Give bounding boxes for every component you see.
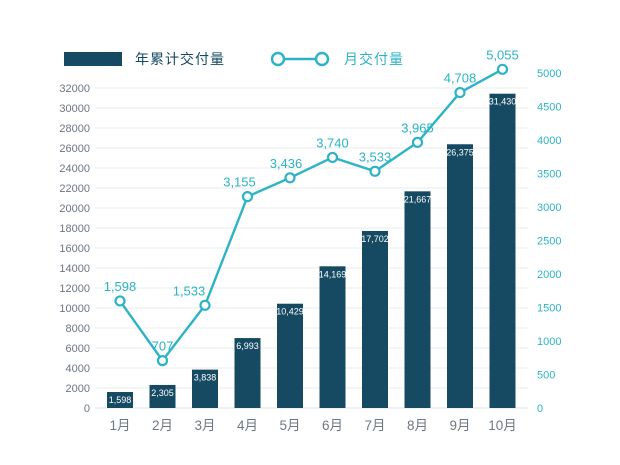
bar-value-label: 2,305: [151, 388, 174, 398]
x-axis-label-8月: 8月: [407, 418, 428, 433]
line-value-label: 3,965: [401, 120, 434, 135]
bar-8月: [404, 191, 431, 408]
line-value-label: 3,533: [359, 149, 392, 164]
line-value-label: 4,708: [444, 71, 477, 86]
x-axis-label-10月: 10月: [488, 418, 517, 433]
y-axis-right-label: 0: [537, 403, 543, 415]
y-axis-left-label: 4000: [66, 363, 90, 375]
bar-7月: [362, 230, 388, 408]
x-axis-label-2月: 2月: [152, 418, 173, 433]
y-axis-left-label: 32000: [59, 83, 90, 95]
y-axis-left-label: 26000: [59, 143, 90, 155]
bar-value-label: 26,375: [446, 147, 474, 157]
y-axis-right-label: 3000: [537, 202, 561, 214]
y-axis-right-label: 1000: [537, 336, 561, 348]
bar-value-label: 21,667: [404, 194, 432, 204]
line-point-marker: [114, 295, 126, 307]
bar-value-label: 14,169: [319, 269, 347, 279]
y-axis-left-label: 24000: [59, 163, 90, 175]
line-point-marker: [496, 63, 509, 75]
line-value-label: 3,155: [223, 175, 256, 190]
y-axis-right-label: 5000: [537, 68, 561, 80]
line-point-marker: [241, 191, 254, 203]
x-axis-label-7月: 7月: [364, 418, 385, 433]
line-point-marker: [454, 86, 466, 99]
y-axis-left-label: 0: [84, 403, 90, 415]
y-axis-left-label: 18000: [59, 223, 90, 235]
x-axis-label-9月: 9月: [449, 418, 470, 433]
line-point-marker: [156, 355, 169, 367]
y-axis-left-label: 28000: [59, 123, 90, 135]
bar-2月: [149, 384, 176, 408]
legend-item-monthly: 月交付量: [269, 49, 404, 69]
bar-9月: [447, 144, 473, 408]
y-axis-right-label: 4000: [537, 135, 561, 147]
y-axis-left-label: 30000: [59, 103, 90, 115]
y-axis-right-label: 4500: [537, 102, 561, 114]
line-value-label: 1,598: [104, 279, 137, 294]
y-axis-left-label: 10000: [59, 303, 90, 315]
y-axis-left-label: 16000: [59, 243, 90, 255]
x-axis-label-6月: 6月: [322, 418, 343, 433]
y-axis-left-label: 6000: [66, 343, 90, 355]
y-axis-left-label: 2000: [66, 383, 90, 395]
line-value-label: 3,740: [316, 135, 349, 150]
y-axis-right-label: 2500: [537, 236, 561, 248]
line-value-label: 3,436: [270, 156, 303, 171]
x-axis-label-5月: 5月: [279, 418, 300, 433]
y-axis-right-label: 500: [537, 370, 555, 382]
bar-10月: [489, 93, 516, 408]
line-value-label: 1,533: [173, 283, 206, 298]
bar-series-label: 年累计交付量: [135, 51, 225, 67]
line-point-marker: [199, 299, 211, 311]
y-axis-left-label: 12000: [59, 283, 90, 295]
y-axis-right-label: 3500: [537, 169, 561, 181]
bar-series-swatch: [64, 52, 122, 66]
x-axis-label-3月: 3月: [194, 418, 215, 433]
line-series-swatch: [270, 51, 330, 67]
line-series-label: 月交付量: [344, 51, 404, 67]
line-point-marker: [411, 136, 424, 148]
line-point-marker: [369, 165, 381, 177]
line-point-marker: [284, 172, 296, 184]
bar-value-label: 31,430: [489, 97, 517, 107]
y-axis-right-label: 1500: [537, 303, 561, 315]
line-value-label: 5,055: [486, 47, 519, 62]
bar-6月: [319, 266, 346, 408]
y-axis-left-label: 8000: [66, 323, 90, 335]
chart-legend: 年累计交付量 月交付量: [64, 49, 404, 69]
bar-1月: [107, 392, 133, 408]
bar-value-label: 17,702: [361, 234, 389, 244]
bar-4月: [234, 338, 261, 408]
y-axis-left-label: 14000: [59, 263, 90, 275]
bar-value-label: 3,838: [194, 373, 217, 383]
y-axis-left-label: 20000: [59, 203, 90, 215]
monthly-delivery-line: [119, 68, 504, 363]
bar-3月: [192, 369, 218, 408]
x-axis-label-1月: 1月: [109, 418, 130, 433]
bar-value-label: 6,993: [236, 341, 259, 351]
legend-item-cumulative: 年累计交付量: [64, 49, 225, 69]
y-axis-left-label: 22000: [59, 183, 90, 195]
y-axis-right-label: 2000: [537, 269, 561, 281]
line-value-label: 707: [152, 339, 174, 354]
bar-value-label: 1,598: [109, 395, 132, 405]
x-axis-label-4月: 4月: [237, 418, 258, 433]
bar-5月: [277, 303, 303, 408]
line-point-marker: [326, 151, 339, 164]
bar-value-label: 10,429: [276, 307, 304, 317]
